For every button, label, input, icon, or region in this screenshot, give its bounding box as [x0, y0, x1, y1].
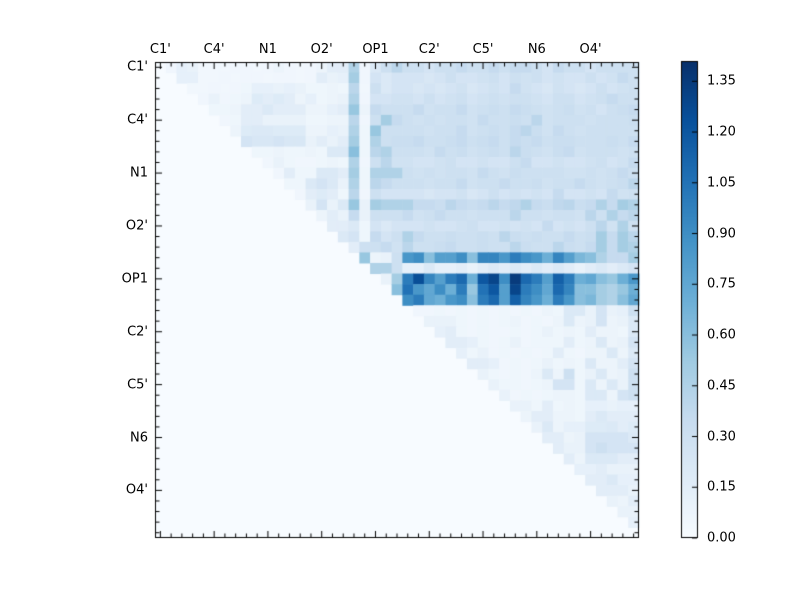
colorbar-tick-label: 1.20	[707, 124, 736, 140]
colorbar-tick-label: 0.15	[707, 479, 736, 495]
colorbar-tick-label: 0.75	[707, 276, 736, 292]
y-tick-label: O2'	[125, 218, 148, 234]
y-tick-label: C2'	[127, 324, 148, 340]
x-tick-label: OP1	[362, 42, 389, 57]
x-tick-label: O4'	[579, 42, 602, 57]
x-tick-label: C5'	[472, 42, 494, 57]
x-tick-label: C2'	[418, 42, 440, 57]
x-tick-label: N6	[527, 42, 546, 57]
colorbar-tick-label: 0.90	[707, 226, 736, 242]
y-tick-label: N1	[130, 165, 148, 181]
y-tick-label: C4'	[127, 112, 148, 128]
y-tick-label: N6	[130, 430, 148, 445]
y-tick-label: OP1	[121, 271, 148, 287]
colorbar-tick-label: 0.00	[707, 530, 736, 546]
x-tick-label: C1'	[149, 42, 171, 57]
colorbar-tick-label: 0.45	[707, 378, 736, 394]
colorbar-tick-label: 1.05	[707, 175, 736, 191]
y-tick-label: C1'	[127, 59, 148, 75]
colorbar-tick-label: 0.60	[707, 327, 736, 343]
x-tick-label: O2'	[310, 42, 333, 57]
x-tick-label: N1	[258, 42, 277, 57]
colorbar-tick-label: 0.30	[707, 429, 736, 444]
x-tick-label: C4'	[203, 42, 225, 57]
y-tick-label: C5'	[127, 377, 148, 393]
colorbar-tick-label: 1.35	[707, 73, 736, 89]
y-tick-label: O4'	[125, 482, 148, 498]
